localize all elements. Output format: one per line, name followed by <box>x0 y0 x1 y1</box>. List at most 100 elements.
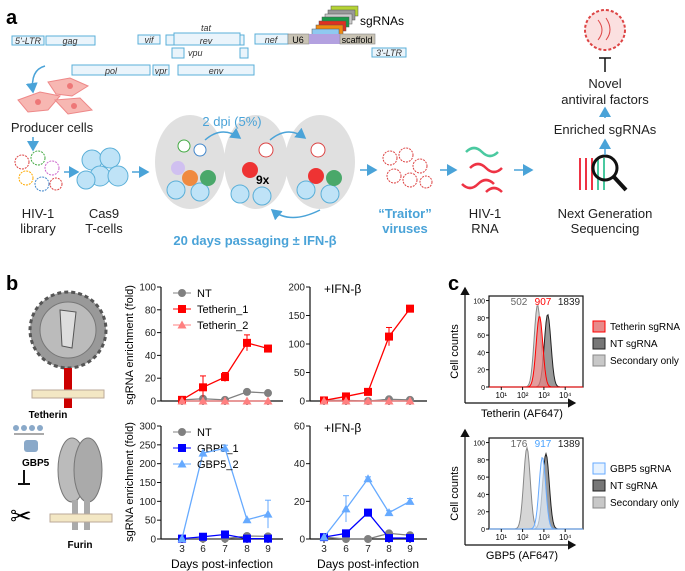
x-tick-label: 9 <box>407 544 413 555</box>
data-point-g1 <box>406 534 414 543</box>
data-point-g1 <box>385 534 393 543</box>
tcells-label-1: Cas9 <box>89 206 119 221</box>
hiv-library-label-2: library <box>20 221 56 236</box>
data-point-t1 <box>264 344 272 353</box>
y-axis-label: Cell counts <box>449 324 461 379</box>
mfi-value: 502 <box>511 297 528 308</box>
gene-vpu: vpu <box>188 48 203 58</box>
data-point-t2 <box>177 396 187 405</box>
panel-label-c: c <box>448 273 459 295</box>
y-tick-label: 0 <box>299 397 305 408</box>
series-line-g2 <box>323 477 411 538</box>
data-point-g1 <box>342 529 350 538</box>
legend-label: Secondary only <box>610 356 679 367</box>
legend-marker <box>178 289 186 297</box>
x-axis-label-left: Days post-infection <box>171 557 273 571</box>
y-tick-label: 0 <box>481 385 485 392</box>
x-tick-label: 10² <box>517 391 529 400</box>
legend-label: NT sgRNA <box>610 481 658 492</box>
mfi-value: 917 <box>535 439 552 450</box>
data-point-g1 <box>243 534 251 543</box>
x-tick-label: 10³ <box>538 533 550 542</box>
legend-label: Tetherin_2 <box>197 320 248 332</box>
line-chart-2: 0 50 100 150 200 +IFN-β <box>288 282 427 408</box>
data-point-t2 <box>263 396 273 405</box>
legend-swatch <box>592 354 606 367</box>
passaging-cultures <box>155 115 355 209</box>
data-point-t1 <box>385 332 393 341</box>
x-axis-label: Tetherin (AF647) <box>481 408 563 420</box>
data-point-t2 <box>341 396 351 405</box>
data-point-t1 <box>342 392 350 401</box>
data-point-g2 <box>177 534 187 543</box>
gene-rev: rev <box>200 36 213 46</box>
data-point-g2 <box>220 443 230 452</box>
y-tick-label: 20 <box>145 374 157 385</box>
y-tick-label: 60 <box>477 475 485 482</box>
arrow <box>270 209 321 221</box>
y-tick-label: 20 <box>477 368 485 375</box>
line-chart-1: 0 20 40 60 80 100 NT Tetherin_1 Tetherin_2 <box>139 283 283 408</box>
y-tick-label: 40 <box>477 492 485 499</box>
data-point-nt <box>264 389 272 398</box>
hiv-genome-map: 5'-LTR gag vif tat rev vpu pol vpr env n… <box>11 5 407 76</box>
chart-title: +IFN-β <box>324 282 361 296</box>
data-point-t1 <box>199 383 207 392</box>
legend-marker <box>177 459 187 468</box>
line-chart-4: 0 20 40 60 3 6 7 8 9 +IFN-β <box>294 421 427 555</box>
y-tick-label: 300 <box>139 422 156 433</box>
data-point-g1 <box>364 508 372 517</box>
histogram-tetherin-sgrna <box>489 316 583 388</box>
series-line-t1 <box>181 342 269 401</box>
data-point-t2 <box>220 396 230 405</box>
legend-label: NT sgRNA <box>610 339 658 350</box>
gene-5ltr: 5'-LTR <box>15 36 42 46</box>
t-cells-image <box>76 147 129 190</box>
x-tick-label: 8 <box>244 544 250 555</box>
data-point-g1 <box>264 534 272 543</box>
y-tick-label: 250 <box>139 440 156 451</box>
data-point-t2 <box>405 396 415 405</box>
rna-label-2: RNA <box>471 221 499 236</box>
x-axis-label-right: Days post-infection <box>317 557 419 571</box>
y-tick-label: 20 <box>294 497 306 508</box>
y-tick-label: 40 <box>294 459 306 470</box>
enriched-label: Enriched sgRNAs <box>554 122 657 137</box>
hiv-library-image <box>14 150 63 192</box>
y-tick-label: 100 <box>139 283 156 294</box>
y-tick-label: 100 <box>139 497 156 508</box>
legend-swatch <box>592 479 606 492</box>
legend-label: Secondary only <box>610 498 679 509</box>
ngs-label-2: Sequencing <box>571 221 640 236</box>
histogram-gbp5-sgrna <box>489 456 583 530</box>
data-point-t1 <box>221 373 229 382</box>
traitor-viruses-image <box>382 147 433 189</box>
legend-label: GBP5_2 <box>197 459 239 471</box>
x-tick-label: 7 <box>222 544 228 555</box>
y-axis-label: Cell counts <box>449 466 461 521</box>
x-tick-label: 10³ <box>538 391 550 400</box>
y-tick-label: 100 <box>473 441 485 448</box>
y-tick-label: 100 <box>473 299 485 306</box>
data-point-g2 <box>405 496 415 505</box>
scissors-icon: ✂ <box>10 501 32 531</box>
legend-label: NT <box>197 427 212 439</box>
x-tick-label: 10⁴ <box>559 391 572 400</box>
series-line-t1 <box>323 308 411 402</box>
gbp5-label: GBP5 <box>22 458 50 469</box>
legend-marker <box>178 305 186 313</box>
y-tick-label: 40 <box>477 350 485 357</box>
novel-label-2: antiviral factors <box>561 92 649 107</box>
data-point-g2 <box>319 532 329 541</box>
x-axis-label: GBP5 (AF647) <box>486 550 558 562</box>
legend-swatch <box>592 496 606 509</box>
histogram-1: 0 20 40 60 80 100 10¹ 10² 10³ 10⁴ 502 907 1839 Cell c… <box>449 286 680 420</box>
y-tick-label: 150 <box>139 478 156 489</box>
gene-vif: vif <box>145 35 155 45</box>
y-axis-label-bottom: sgRNA enrichment (fold) <box>124 422 136 542</box>
y-tick-label: 80 <box>477 458 485 465</box>
legend-marker <box>178 428 186 436</box>
mfi-value: 1389 <box>558 439 581 450</box>
producer-cells-label: Producer cells <box>11 120 94 135</box>
